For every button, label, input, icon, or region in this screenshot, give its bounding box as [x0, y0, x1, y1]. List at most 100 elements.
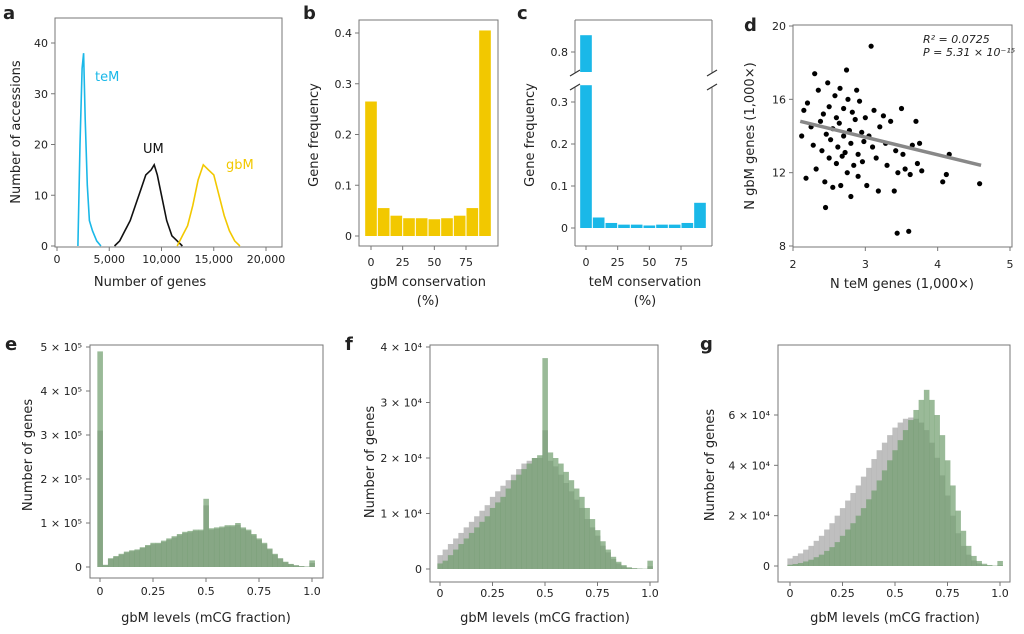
histogram-bar [824, 550, 830, 566]
scatter-point [909, 142, 915, 148]
x-axis-title: teM conservation [589, 275, 701, 290]
histogram-bar [282, 561, 289, 567]
bar [466, 208, 479, 236]
scatter-point [848, 140, 854, 146]
histogram-bar [813, 557, 820, 566]
scatter-point [898, 105, 905, 112]
y-tick-label: 0.2 [551, 138, 569, 151]
x-tick-label: 20,000 [247, 253, 286, 266]
scatter-point [841, 133, 847, 139]
histogram-bar [272, 553, 278, 567]
scatter-point [884, 162, 890, 168]
histogram-bar [803, 561, 809, 566]
histogram-bar [923, 389, 930, 566]
x-axis-unit: (%) [417, 294, 440, 309]
histogram-bar [437, 563, 443, 569]
histogram-bar [834, 542, 841, 566]
y-tick-label: 20 [772, 20, 786, 33]
x-axis-title: gbM levels (mCG fraction) [121, 611, 291, 626]
scatter-point [869, 144, 876, 150]
plot-frame [792, 24, 1013, 248]
histogram-bar [850, 523, 856, 566]
y-tick-label: 0 [561, 222, 568, 235]
histogram-bar [605, 549, 611, 569]
panel-label-g: g [700, 334, 713, 355]
histogram-bar [150, 542, 156, 567]
bar-upper [580, 35, 592, 72]
histogram-bar [500, 496, 506, 569]
x-tick-label: 5,000 [94, 253, 126, 266]
y-axis-title: Gene frequency [307, 83, 322, 187]
histogram-bar [944, 460, 951, 566]
scatter-point [843, 67, 850, 73]
scatter-point [871, 107, 877, 113]
histogram-bar [134, 549, 141, 567]
panel-label-d: d [744, 15, 757, 36]
y-tick-label: 10 [34, 189, 48, 202]
scatter-point [820, 111, 826, 117]
scatter-point [852, 116, 858, 123]
scatter-point [919, 168, 925, 174]
bar [630, 224, 643, 228]
y-tick-label: 0.1 [335, 179, 353, 192]
bar [643, 225, 656, 228]
bar [592, 217, 605, 228]
histogram-bar [887, 460, 893, 566]
series-label-UM: UM [143, 142, 164, 157]
x-tick-label: 0 [97, 585, 104, 598]
histogram-bar [568, 480, 575, 569]
histogram-bar [631, 568, 638, 569]
bar [694, 202, 706, 228]
histogram-bar [213, 527, 220, 567]
histogram-bar [792, 563, 799, 566]
y-tick-label: 1 × 10⁴ [380, 508, 422, 521]
y-tick-label: 2 × 10⁵ [40, 473, 82, 486]
axis-break-mark [706, 83, 718, 91]
y-tick-label: 12 [772, 167, 786, 180]
x-axis-title: N teM genes (1,000×) [830, 277, 974, 292]
x-tick-label: 50 [642, 256, 656, 269]
histogram-bar [447, 555, 454, 569]
histogram-bar [166, 538, 172, 567]
histogram-bar [626, 567, 632, 569]
x-tick-label: 0 [787, 587, 794, 600]
histogram-bar [505, 488, 512, 569]
histogram-bar [918, 399, 925, 566]
y-tick-label: 0 [763, 560, 770, 573]
histogram-bar [552, 458, 559, 569]
histogram-bar [129, 550, 135, 567]
scatter-point [819, 148, 825, 154]
y-tick-label: 6 × 10⁴ [728, 409, 770, 422]
histogram-bar [97, 351, 103, 567]
scatter-point [855, 151, 861, 157]
panel-label-e: e [5, 334, 17, 355]
scatter-point [854, 87, 860, 93]
series-line-gbM [176, 163, 241, 247]
histogram-bar [542, 358, 548, 569]
histogram-bar [855, 515, 862, 566]
scatter-point [914, 160, 921, 167]
histogram-bar [145, 545, 151, 567]
x-tick-label: 1.0 [991, 587, 1009, 600]
histogram-bar [829, 547, 835, 566]
histogram-bar [240, 527, 247, 567]
y-axis-title: Number of genes [363, 406, 378, 519]
scatter-point [799, 133, 805, 139]
scatter-point [891, 188, 897, 194]
histogram-bar [219, 526, 225, 567]
histogram-bar [309, 560, 315, 567]
scatter-point [801, 107, 807, 113]
histogram-bar [787, 558, 793, 566]
scatter-point [868, 43, 874, 49]
series-line-teM [77, 53, 102, 247]
histogram-bar [892, 450, 898, 566]
bar [681, 222, 694, 228]
histogram-bar [584, 507, 590, 569]
histogram-bar [558, 463, 564, 569]
histogram-bar [537, 455, 543, 569]
y-tick-label: 0 [415, 563, 422, 576]
y-axis-title: Number of accessions [9, 60, 24, 204]
p-value-annotation: P = 5.31 × 10⁻¹⁵ [923, 46, 1015, 59]
histogram-bar [123, 551, 130, 567]
y-tick-label: 2 × 10⁴ [728, 510, 770, 523]
